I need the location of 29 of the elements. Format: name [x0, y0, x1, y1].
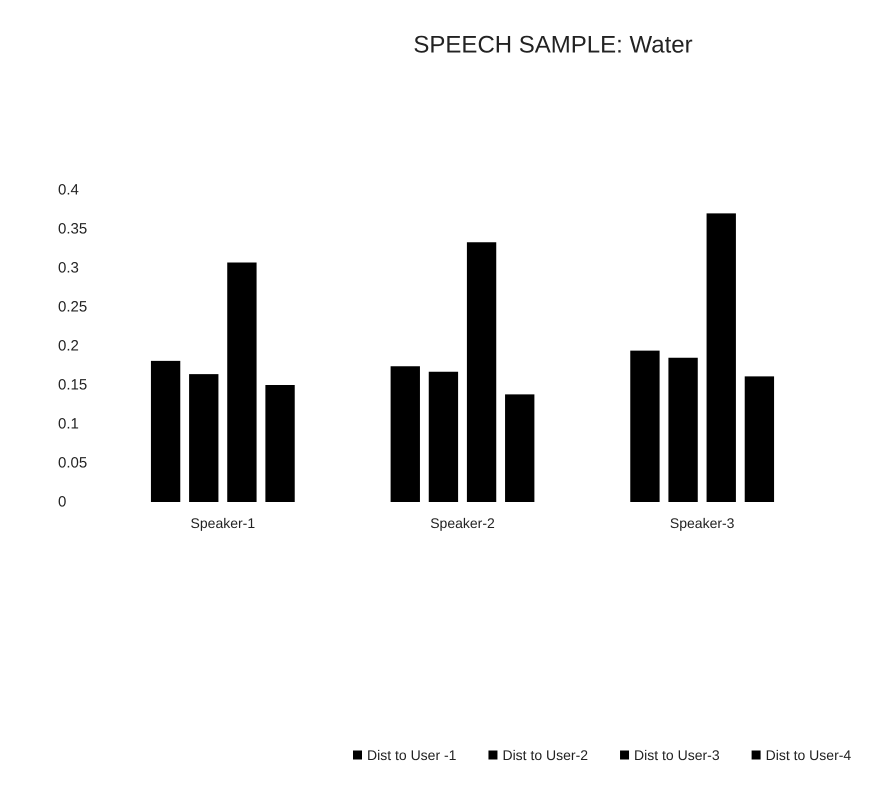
y-tick-label: 0.35	[58, 220, 88, 238]
chart-title: SPEECH SAMPLE: Water	[413, 32, 693, 58]
y-tick-label: 0.3	[58, 260, 79, 276]
bar	[265, 385, 295, 502]
bar	[428, 372, 458, 502]
y-tick-label: 0.1	[58, 416, 79, 432]
bar	[227, 262, 257, 502]
bar	[150, 360, 180, 502]
y-tick-label: 0.05	[58, 454, 88, 472]
legend-label: Dist to User-4	[766, 747, 852, 763]
y-tick-label: 0.4	[58, 182, 79, 198]
bar	[706, 213, 736, 502]
x-tick-label: Speaker-1	[190, 515, 256, 531]
bar	[466, 242, 496, 502]
legend-label: Dist to User-3	[634, 747, 720, 763]
legend-label: Dist to User -1	[367, 747, 457, 763]
x-tick-label: Speaker-2	[430, 515, 496, 531]
y-tick-label: 0	[58, 494, 66, 510]
bar	[668, 358, 698, 502]
bar	[744, 376, 774, 502]
bar	[189, 374, 218, 502]
bar	[630, 350, 660, 502]
y-tick-label: 0.2	[58, 338, 79, 354]
x-tick-label: Speaker-3	[670, 515, 735, 531]
y-tick-label: 0.15	[58, 376, 88, 394]
y-tick-label: 0.25	[58, 298, 88, 316]
legend-label: Dist to User-2	[502, 747, 588, 763]
bar	[505, 394, 534, 502]
bar	[390, 366, 420, 502]
